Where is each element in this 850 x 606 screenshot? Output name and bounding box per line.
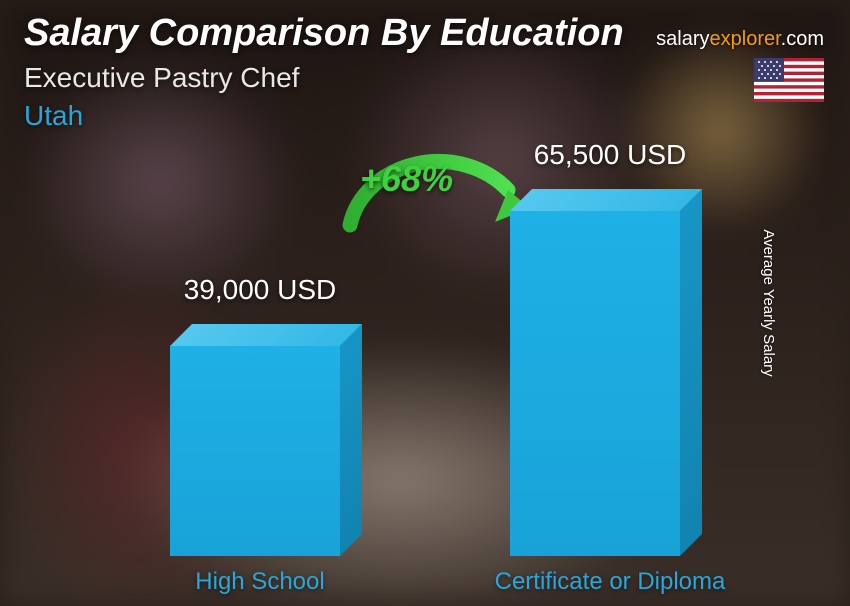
bar-value: 65,500 USD (480, 139, 740, 171)
bar-value: 39,000 USD (130, 274, 390, 306)
region-label: Utah (24, 100, 83, 132)
flag-icon (754, 58, 824, 102)
brand-logo: salaryexplorer.com (656, 28, 824, 51)
bar-label: Certificate or Diploma (460, 568, 760, 596)
job-title: Executive Pastry Chef (24, 62, 299, 94)
y-axis-label: Average Yearly Salary (760, 229, 777, 376)
brand-accent: explorer (710, 28, 781, 50)
delta-percent: +68% (360, 158, 453, 200)
infographic: Salary Comparison By Education Executive… (0, 0, 850, 606)
brand-suffix: .com (781, 28, 824, 50)
brand-prefix: salary (656, 28, 709, 50)
bar-label: High School (130, 568, 390, 596)
page-title: Salary Comparison By Education (24, 12, 624, 55)
